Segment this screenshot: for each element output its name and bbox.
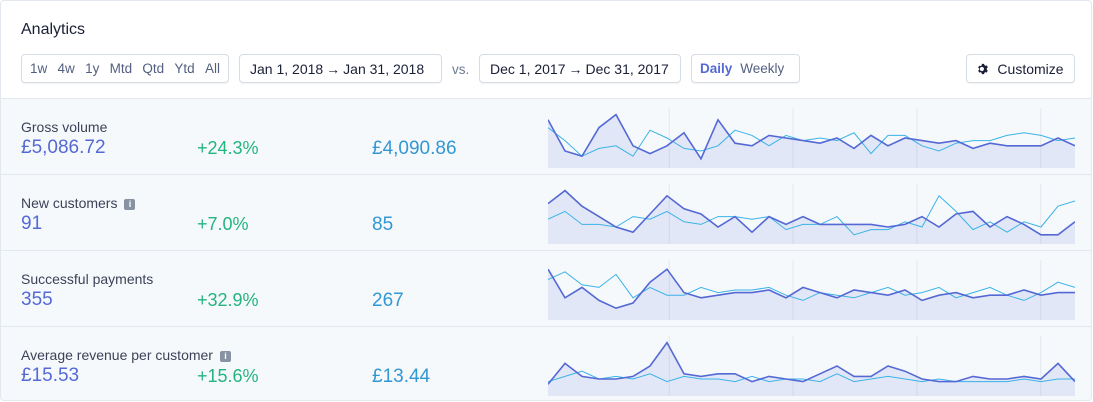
current-range-start: Jan 1, 2018 <box>250 60 324 77</box>
info-icon[interactable]: i <box>219 351 231 362</box>
sparkline-chart <box>548 108 1075 168</box>
metric-label: Successful payments <box>21 271 153 287</box>
metric-row-new-customers[interactable]: New customers i 91 +7.0% 85 <box>1 174 1091 250</box>
gear-icon <box>978 63 989 74</box>
current-series-line <box>548 268 1075 310</box>
granularity-weekly[interactable]: Weekly <box>740 61 785 76</box>
arrow-right-icon: → <box>326 60 341 77</box>
range-all[interactable]: All <box>204 61 220 76</box>
metric-value: 355 <box>21 289 53 310</box>
customize-label: Customize <box>997 60 1064 77</box>
vs-label: vs. <box>452 62 470 77</box>
compare-range-end: Dec 31, 2017 <box>585 60 669 77</box>
current-area <box>548 114 1075 168</box>
customize-button[interactable]: Customize <box>966 54 1075 83</box>
previous-series-line <box>548 271 1075 301</box>
compare-range-start: Dec 1, 2017 <box>490 60 566 77</box>
metric-row-successful-payments[interactable]: Successful payments 355 +32.9% 267 <box>1 250 1091 326</box>
previous-series-line <box>548 127 1075 157</box>
sparkline-chart <box>548 336 1075 396</box>
compare-date-range-button[interactable]: Dec 1, 2017 → Dec 31, 2017 <box>479 54 681 83</box>
metric-previous-value: 267 <box>372 290 404 311</box>
current-area <box>548 342 1075 396</box>
range-4w[interactable]: 4w <box>57 61 75 76</box>
sparkline-chart <box>548 184 1075 244</box>
metric-row-average-revenue-per-customer[interactable]: Average revenue per customer i £15.53 +15… <box>1 326 1091 400</box>
sparkline-chart <box>548 260 1075 320</box>
range-qtd[interactable]: Qtd <box>142 61 165 76</box>
metric-label: Gross volume <box>21 119 107 135</box>
metric-label: New customers i <box>21 195 136 211</box>
metric-value: £15.53 <box>21 365 80 386</box>
metric-change: +32.9% <box>197 290 259 310</box>
metric-previous-value: £4,090.86 <box>372 138 457 159</box>
current-series-line <box>548 341 1075 385</box>
metric-change: +15.6% <box>197 366 259 386</box>
current-series-line <box>548 189 1075 236</box>
metric-change: +7.0% <box>197 214 249 234</box>
range-mtd[interactable]: Mtd <box>109 61 133 76</box>
info-icon[interactable]: i <box>124 199 136 210</box>
granularity-toggle: Daily Weekly <box>691 54 800 83</box>
metric-previous-value: 85 <box>372 214 394 235</box>
granularity-daily[interactable]: Daily <box>700 61 733 76</box>
metric-value: £5,086.72 <box>21 137 106 158</box>
current-area <box>548 269 1075 320</box>
range-selector: 1w 4w 1y Mtd Qtd Ytd All <box>21 54 229 83</box>
previous-series-line <box>548 194 1075 236</box>
metric-row-gross-volume[interactable]: Gross volume £5,086.72 +24.3% £4,090.86 <box>1 98 1091 174</box>
current-range-end: Jan 31, 2018 <box>343 60 425 77</box>
metric-label: Average revenue per customer i <box>21 347 231 363</box>
range-ytd[interactable]: Ytd <box>174 61 195 76</box>
metric-value: 91 <box>21 213 43 234</box>
metrics-list: Gross volume £5,086.72 +24.3% £4,090.86 … <box>1 98 1091 400</box>
metric-label-text: Average revenue per customer <box>21 347 213 363</box>
page-title: Analytics <box>21 21 86 38</box>
range-1w[interactable]: 1w <box>30 61 48 76</box>
metric-label-text: Gross volume <box>21 119 108 135</box>
current-series-line <box>548 113 1075 161</box>
metric-label-text: New customers <box>21 195 118 211</box>
metric-change: +24.3% <box>197 138 259 158</box>
range-1y[interactable]: 1y <box>85 61 100 76</box>
metric-previous-value: £13.44 <box>372 366 431 387</box>
arrow-right-icon: → <box>568 60 583 77</box>
previous-series-line <box>548 370 1075 383</box>
current-area <box>548 190 1075 244</box>
metric-label-text: Successful payments <box>21 271 154 287</box>
current-date-range-button[interactable]: Jan 1, 2018 → Jan 31, 2018 <box>239 54 442 83</box>
